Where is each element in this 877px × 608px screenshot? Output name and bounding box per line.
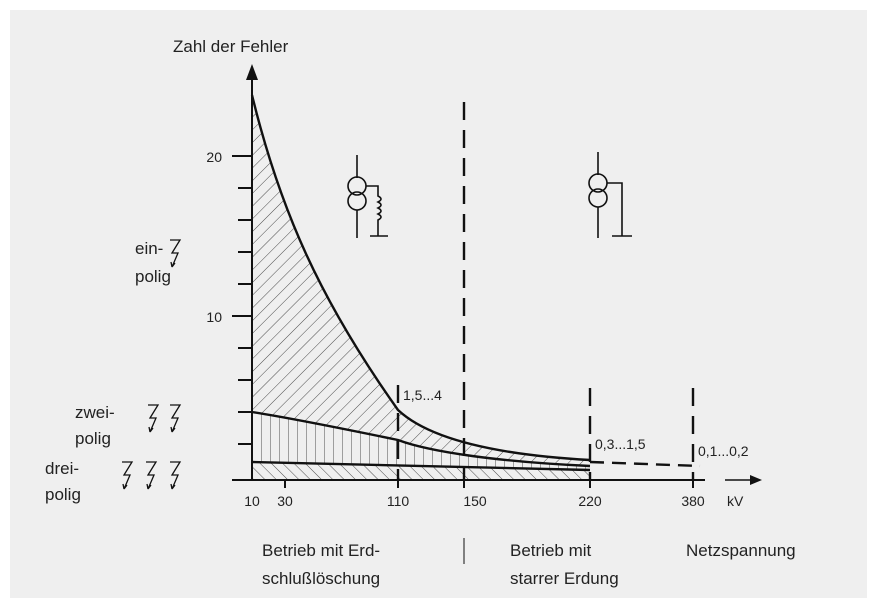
panel	[10, 10, 867, 598]
y-tick-label: 10	[206, 309, 222, 325]
x-tick-label: 220	[578, 493, 602, 509]
fault-label: polig	[75, 429, 111, 448]
footer-text: Betrieb mit Erd-	[262, 541, 380, 560]
y-tick-label: 20	[206, 149, 222, 165]
footer-text: Netzspannung	[686, 541, 796, 560]
dashed-lines	[396, 102, 695, 480]
x-tick-label: 30	[277, 493, 293, 509]
annotation: 1,5...4	[403, 387, 442, 403]
axis-title: Zahl der Fehler	[173, 37, 289, 56]
x-unit: kV	[727, 493, 744, 509]
footer-text: starrer Erdung	[510, 569, 619, 588]
transformer-icons	[347, 152, 632, 238]
x-tick-label: 10	[244, 493, 260, 509]
fault-label: polig	[135, 267, 171, 286]
axes	[232, 64, 762, 488]
fault-label: ein-	[135, 239, 163, 258]
x-tick-label: 110	[387, 493, 410, 509]
hatched-areas	[252, 95, 590, 480]
lightning-icons	[122, 239, 182, 490]
fault-label: zwei-	[75, 403, 115, 422]
annotation: 0,3...1,5	[595, 436, 646, 452]
annotation: 0,1...0,2	[698, 443, 749, 459]
fault-label: polig	[45, 485, 81, 504]
x-tick-label: 150	[463, 493, 487, 509]
footer-text: schlußlöschung	[262, 569, 380, 588]
fault-label: drei-	[45, 459, 79, 478]
footer-text: Betrieb mit	[510, 541, 592, 560]
curves	[250, 94, 701, 472]
x-tick-label: 380	[681, 493, 705, 509]
